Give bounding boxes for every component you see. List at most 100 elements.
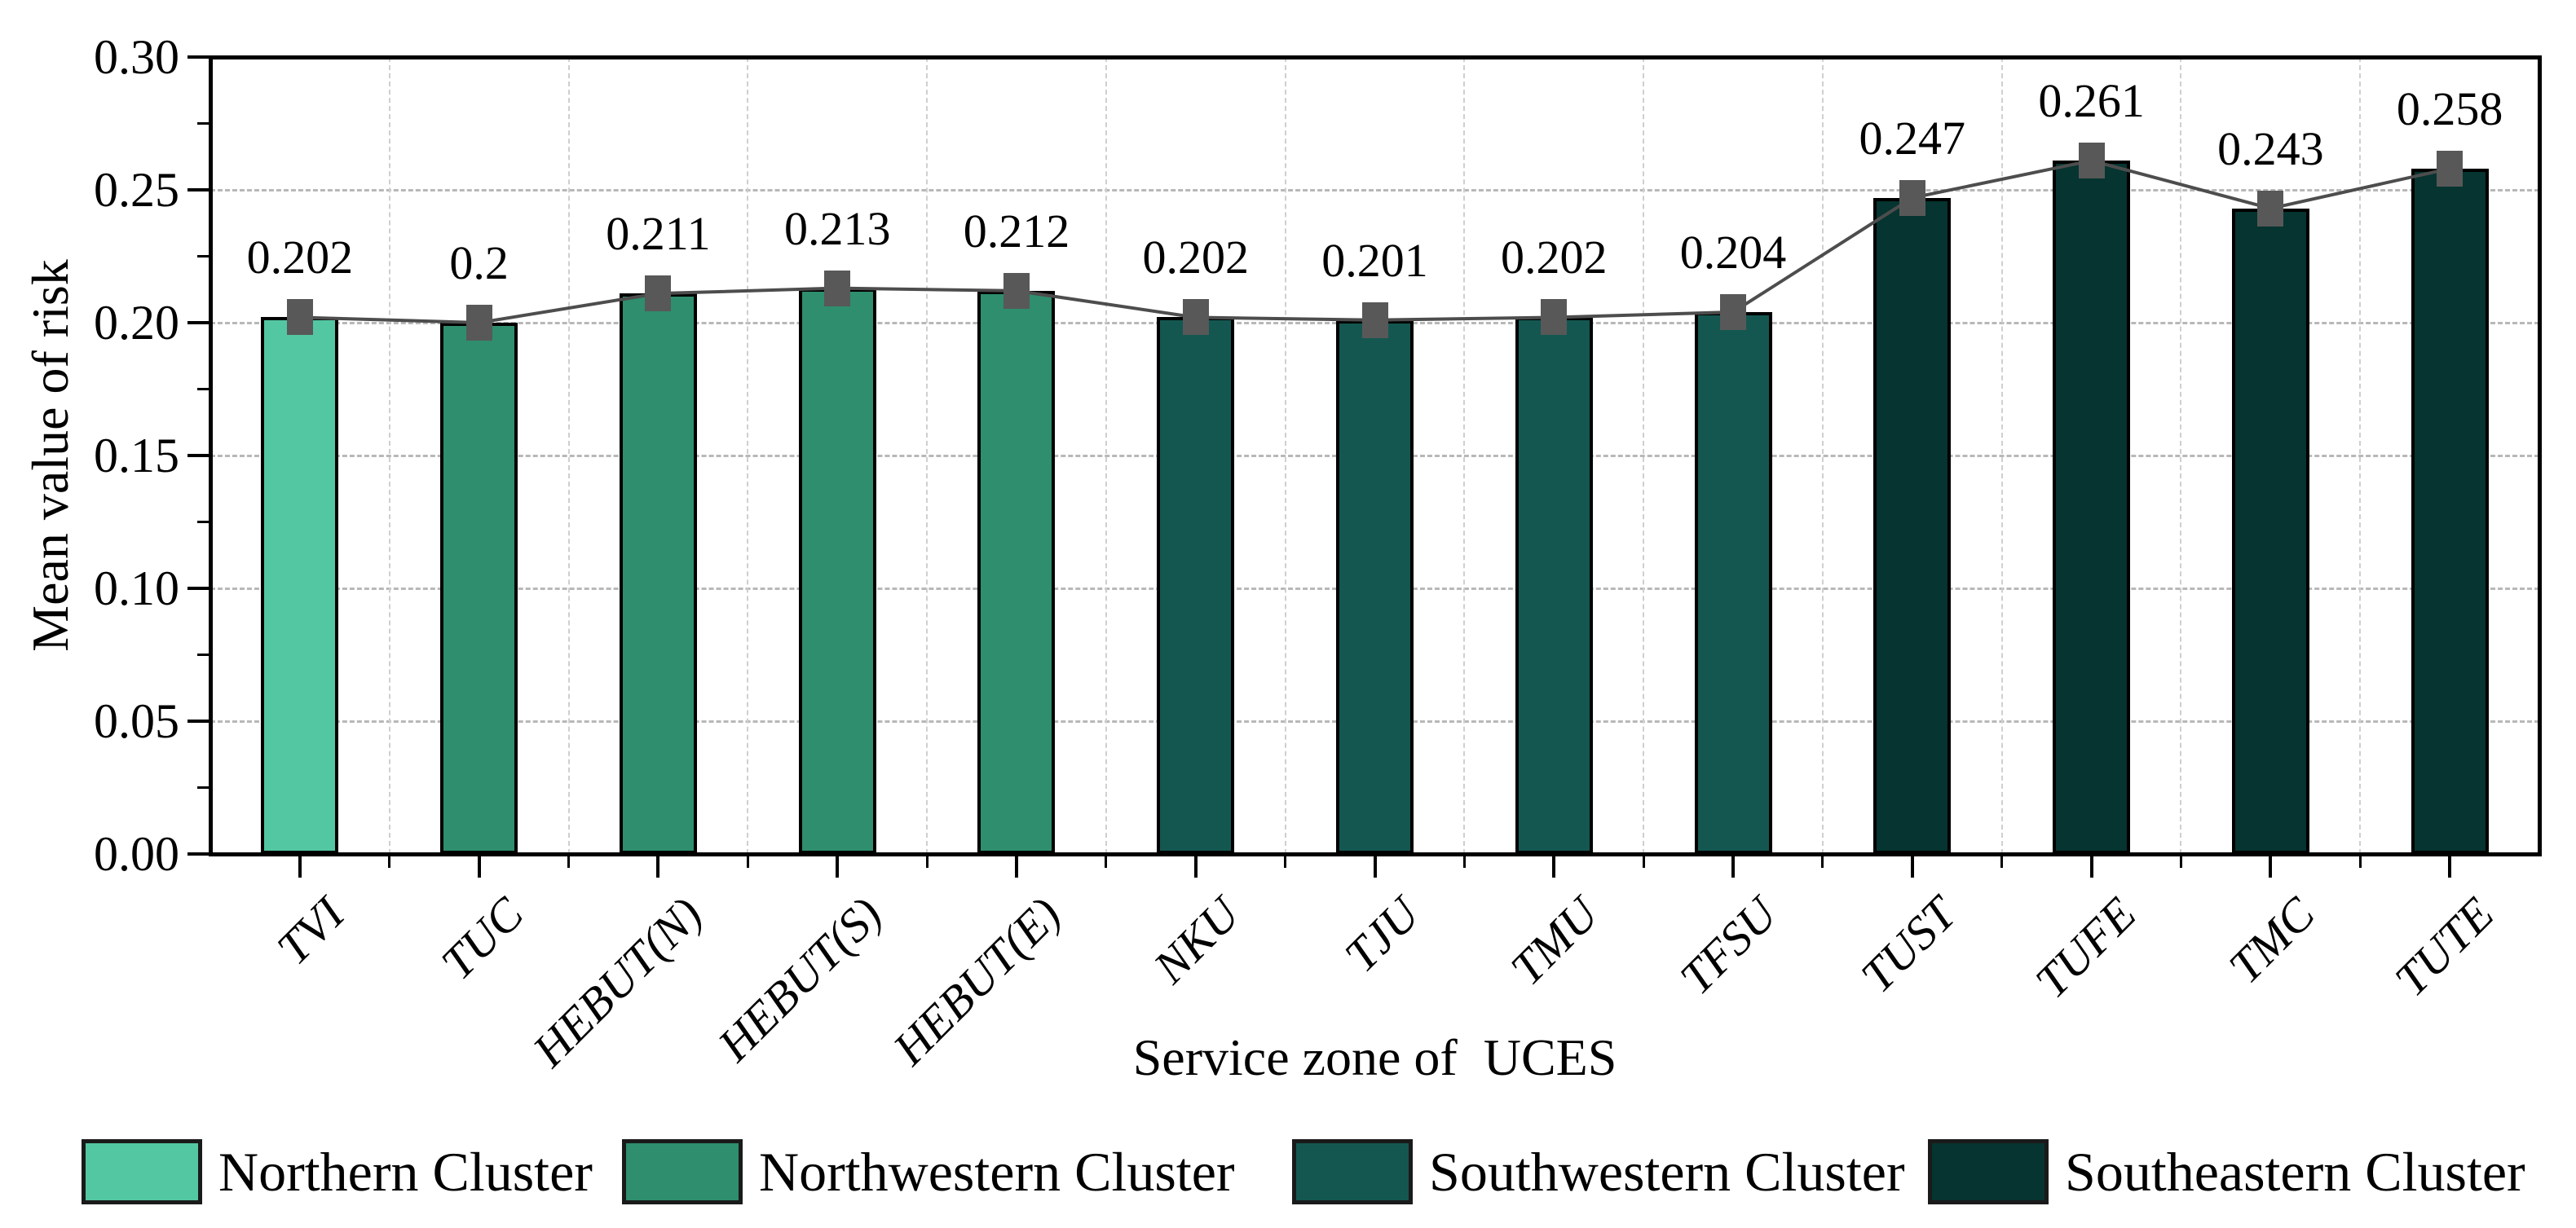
marker-NKU bbox=[1182, 299, 1209, 336]
x-gridline bbox=[1643, 57, 1645, 854]
y-tick-label: 0.30 bbox=[94, 30, 179, 84]
bar-HEBUT(E) bbox=[977, 290, 1056, 854]
legend-label: Northern Cluster bbox=[218, 1141, 593, 1203]
legend-item-northwestern-cluster: Northwestern Cluster bbox=[622, 1134, 1235, 1209]
x-minor-tick bbox=[388, 856, 391, 868]
y-major-tick bbox=[187, 55, 209, 59]
bar-TMU bbox=[1515, 317, 1593, 854]
value-label-HEBUT(N): 0.211 bbox=[606, 207, 711, 261]
legend: Northern Cluster Northwestern Cluster Sout… bbox=[0, 1134, 2576, 1216]
bar-TUST bbox=[1873, 197, 1952, 854]
x-gridline bbox=[1463, 57, 1466, 854]
value-label-TUTE: 0.258 bbox=[2396, 81, 2503, 135]
marker-TUFE bbox=[2078, 143, 2105, 179]
bar-HEBUT(S) bbox=[798, 288, 876, 854]
x-major-tick bbox=[1014, 856, 1018, 878]
y-minor-tick bbox=[197, 122, 209, 125]
bar-TUTE bbox=[2411, 168, 2489, 854]
bar-HEBUT(N) bbox=[619, 293, 697, 854]
y-major-tick bbox=[187, 188, 209, 191]
value-label-TUC: 0.2 bbox=[449, 236, 509, 289]
x-minor-tick bbox=[1462, 856, 1466, 868]
x-major-tick bbox=[2269, 856, 2273, 878]
value-label-HEBUT(E): 0.212 bbox=[963, 204, 1070, 257]
bar-TUC bbox=[440, 323, 518, 854]
value-label-TUST: 0.247 bbox=[1859, 111, 1966, 165]
bar-TUFE bbox=[2053, 161, 2131, 854]
legend-label: Southeastern Cluster bbox=[2065, 1141, 2525, 1203]
x-minor-tick bbox=[2179, 856, 2182, 868]
x-major-tick bbox=[2089, 856, 2093, 878]
legend-swatch bbox=[1292, 1139, 1413, 1204]
y-major-tick bbox=[187, 852, 209, 856]
x-gridline bbox=[1105, 57, 1107, 854]
x-major-tick bbox=[1910, 856, 1914, 878]
y-major-tick bbox=[187, 321, 209, 324]
x-minor-tick bbox=[1105, 856, 1108, 868]
y-major-tick bbox=[187, 454, 209, 457]
value-label-TMC: 0.243 bbox=[2217, 121, 2324, 175]
x-gridline bbox=[1284, 57, 1286, 854]
y-minor-tick bbox=[197, 786, 209, 789]
x-gridline bbox=[388, 57, 390, 854]
x-major-tick bbox=[298, 856, 302, 878]
value-label-TUFE: 0.261 bbox=[2038, 74, 2145, 128]
bar-NKU bbox=[1157, 317, 1235, 854]
x-minor-tick bbox=[567, 856, 571, 868]
x-major-tick bbox=[1193, 856, 1198, 878]
x-gridline bbox=[2180, 57, 2182, 854]
marker-TJU bbox=[1361, 301, 1388, 338]
marker-HEBUT(N) bbox=[645, 275, 672, 312]
bar-TFSU bbox=[1694, 311, 1772, 854]
y-major-tick bbox=[187, 587, 209, 590]
x-minor-tick bbox=[746, 856, 749, 868]
marker-TUTE bbox=[2437, 150, 2464, 187]
x-gridline bbox=[567, 57, 570, 854]
x-major-tick bbox=[2448, 856, 2452, 878]
marker-HEBUT(S) bbox=[824, 270, 851, 306]
value-label-TVI: 0.202 bbox=[246, 231, 354, 284]
marker-TMC bbox=[2257, 190, 2284, 227]
x-gridline bbox=[2359, 57, 2362, 854]
x-major-tick bbox=[1731, 856, 1736, 878]
x-gridline bbox=[2000, 57, 2003, 854]
marker-TUST bbox=[1899, 179, 1925, 216]
y-minor-tick bbox=[197, 654, 209, 656]
y-minor-tick bbox=[197, 521, 209, 523]
y-tick-label: 0.15 bbox=[94, 429, 179, 482]
x-gridline bbox=[747, 57, 749, 854]
x-axis-title: Service zone of UCES bbox=[1132, 1028, 1617, 1086]
legend-label: Southwestern Cluster bbox=[1429, 1141, 1905, 1203]
marker-TMU bbox=[1541, 299, 1568, 336]
y-minor-tick bbox=[197, 255, 209, 257]
legend-item-northern-cluster: Northern Cluster bbox=[82, 1134, 593, 1209]
value-label-TFSU: 0.204 bbox=[1679, 225, 1787, 279]
y-tick-label: 0.00 bbox=[94, 827, 179, 881]
y-minor-tick bbox=[197, 388, 209, 390]
x-major-tick bbox=[1373, 856, 1377, 878]
value-label-HEBUT(S): 0.213 bbox=[783, 201, 891, 255]
x-major-tick bbox=[477, 856, 481, 878]
value-label-NKU: 0.202 bbox=[1142, 231, 1249, 284]
bar-TMC bbox=[2231, 208, 2309, 854]
marker-TVI bbox=[286, 299, 313, 336]
x-minor-tick bbox=[1284, 856, 1287, 868]
value-label-TJU: 0.201 bbox=[1321, 233, 1428, 287]
legend-label: Northwestern Cluster bbox=[759, 1141, 1235, 1203]
x-minor-tick bbox=[1642, 856, 1645, 868]
x-gridline bbox=[1821, 57, 1824, 854]
marker-TUC bbox=[465, 305, 492, 341]
legend-swatch bbox=[1928, 1139, 2049, 1204]
marker-HEBUT(E) bbox=[1003, 272, 1030, 309]
y-tick-label: 0.20 bbox=[94, 296, 179, 350]
x-major-tick bbox=[1552, 856, 1556, 878]
x-minor-tick bbox=[2358, 856, 2362, 868]
marker-TFSU bbox=[1720, 293, 1747, 330]
value-label-TMU: 0.202 bbox=[1501, 231, 1608, 284]
legend-item-southeastern-cluster: Southeastern Cluster bbox=[1928, 1134, 2525, 1209]
y-gridline bbox=[210, 189, 2539, 191]
legend-swatch bbox=[82, 1139, 202, 1204]
bar-TJU bbox=[1336, 319, 1414, 854]
x-major-tick bbox=[836, 856, 840, 878]
